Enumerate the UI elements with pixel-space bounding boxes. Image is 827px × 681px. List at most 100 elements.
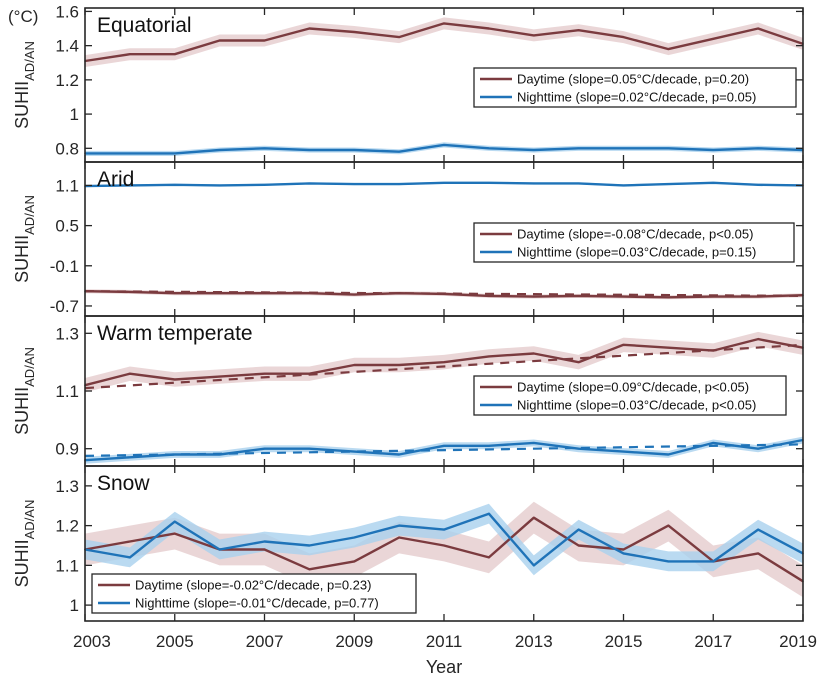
data-point-day bbox=[443, 544, 445, 547]
data-point-night bbox=[129, 556, 131, 559]
data-point-day bbox=[667, 346, 670, 349]
x-tick-label: 2009 bbox=[335, 632, 373, 651]
unit-label: (°C) bbox=[8, 7, 38, 26]
data-point-night bbox=[398, 183, 400, 185]
data-point-night bbox=[308, 149, 311, 151]
data-point-night bbox=[532, 149, 535, 151]
data-point-day bbox=[532, 516, 535, 519]
y-tick-label: 1.2 bbox=[55, 517, 79, 536]
y-axis-label-subscript: AD/AN bbox=[22, 41, 37, 81]
y-tick-label: 1.3 bbox=[55, 324, 79, 343]
y-tick-label: 0.8 bbox=[55, 139, 79, 158]
data-point-night bbox=[443, 528, 445, 531]
data-point-night bbox=[129, 152, 131, 155]
data-point-night bbox=[577, 147, 580, 150]
data-point-night bbox=[353, 183, 356, 185]
panel-snow: 1 1.1 1.2 1.3 Snow SUHIIAD/AN Daytime (slope=-… bbox=[12, 465, 804, 622]
panel-warm-temperate: 0.9 1.1 1.3 Warm temperate SUHIIAD/AN Daytime… bbox=[12, 315, 804, 467]
data-point-day bbox=[532, 34, 535, 37]
panel-title: Snow bbox=[97, 472, 150, 495]
legend-box bbox=[473, 375, 787, 416]
data-point-night bbox=[577, 447, 580, 450]
y-axis-label-subscript: AD/AN bbox=[22, 500, 37, 540]
data-point-day bbox=[173, 532, 176, 535]
y-axis-label-subscript: AD/AN bbox=[22, 347, 37, 387]
data-point-day bbox=[622, 36, 625, 38]
data-point-night bbox=[308, 544, 311, 547]
x-axis-label: Year bbox=[426, 657, 462, 677]
data-point-night bbox=[667, 453, 670, 456]
data-point-day bbox=[443, 22, 445, 25]
x-tick-label: 2019 bbox=[779, 632, 817, 651]
data-point-day bbox=[443, 293, 445, 295]
data-point-night bbox=[218, 548, 221, 551]
data-point-day bbox=[263, 548, 266, 551]
x-tick-label: 2011 bbox=[426, 632, 463, 651]
y-tick-label: 1.2 bbox=[55, 71, 79, 90]
data-point-day bbox=[129, 291, 131, 293]
data-point-night bbox=[308, 182, 311, 185]
data-point-day bbox=[532, 295, 535, 298]
data-point-night bbox=[757, 447, 759, 450]
data-point-day bbox=[398, 536, 400, 539]
data-point-day bbox=[398, 292, 400, 295]
data-point-night bbox=[667, 183, 670, 185]
data-point-day bbox=[173, 378, 176, 381]
data-point-day bbox=[129, 540, 131, 543]
data-point-night bbox=[532, 564, 535, 567]
data-point-day bbox=[308, 568, 311, 571]
data-point-night bbox=[757, 183, 759, 186]
data-point-night bbox=[488, 512, 490, 515]
data-point-night bbox=[173, 152, 176, 155]
data-point-night bbox=[218, 149, 221, 151]
data-point-day bbox=[308, 372, 311, 375]
data-point-day bbox=[488, 27, 490, 30]
data-point-night bbox=[488, 181, 490, 184]
data-point-night bbox=[398, 150, 400, 153]
data-point-night bbox=[353, 149, 356, 151]
x-tick-label: 2015 bbox=[605, 632, 643, 651]
y-tick-label: 0.9 bbox=[55, 440, 79, 459]
y-tick-label: -0.1 bbox=[50, 257, 79, 276]
legend: Daytime (slope=-0.08°C/decade, p<0.05) Ni… bbox=[473, 222, 795, 263]
data-point-day bbox=[398, 364, 400, 366]
data-point-day bbox=[757, 338, 759, 340]
data-point-night bbox=[129, 184, 131, 187]
data-point-day bbox=[488, 556, 490, 559]
panel-title: Warm temperate bbox=[97, 322, 253, 345]
legend-box bbox=[91, 573, 417, 614]
data-point-night bbox=[488, 445, 490, 447]
y-axis-label-subscript: AD/AN bbox=[22, 195, 37, 235]
panel-title: Equatorial bbox=[97, 14, 192, 37]
data-point-day bbox=[712, 295, 715, 298]
y-tick-label: 0.5 bbox=[55, 217, 79, 236]
data-point-day bbox=[308, 27, 311, 30]
data-point-night bbox=[443, 445, 445, 447]
panel-equatorial: 0.8 1 1.2 1.4 1.6 Equatorial SUHIIAD/AN Daytime… bbox=[12, 2, 804, 163]
legend-entry-day: Daytime (slope=0.09°C/decade, p<0.05) bbox=[517, 380, 749, 395]
legend-box bbox=[473, 67, 797, 108]
y-axis-label-main: SUHII bbox=[12, 539, 32, 587]
data-point-night bbox=[488, 147, 490, 150]
data-point-day bbox=[308, 292, 311, 295]
data-point-day bbox=[577, 295, 580, 297]
data-point-night bbox=[308, 447, 311, 450]
y-tick-label: 1.1 bbox=[55, 176, 79, 195]
data-point-day bbox=[577, 29, 580, 32]
y-tick-label: 1.3 bbox=[55, 477, 79, 496]
data-point-day bbox=[757, 295, 759, 298]
data-point-day bbox=[263, 39, 266, 42]
data-point-day bbox=[577, 361, 580, 363]
data-point-day bbox=[443, 361, 445, 363]
data-point-night bbox=[353, 536, 356, 539]
data-point-night bbox=[622, 184, 625, 187]
data-point-night bbox=[712, 442, 715, 444]
data-point-night bbox=[667, 147, 670, 150]
legend-entry-night: Nighttime (slope=0.03°C/decade, p<0.05) bbox=[517, 398, 756, 413]
data-point-night bbox=[757, 528, 759, 531]
y-axis-label-main: SUHII bbox=[12, 81, 32, 129]
y-axis-label: SUHIIAD/AN bbox=[12, 347, 37, 435]
data-point-night bbox=[173, 453, 176, 456]
legend-entry-day: Daytime (slope=-0.08°C/decade, p<0.05) bbox=[517, 227, 753, 242]
